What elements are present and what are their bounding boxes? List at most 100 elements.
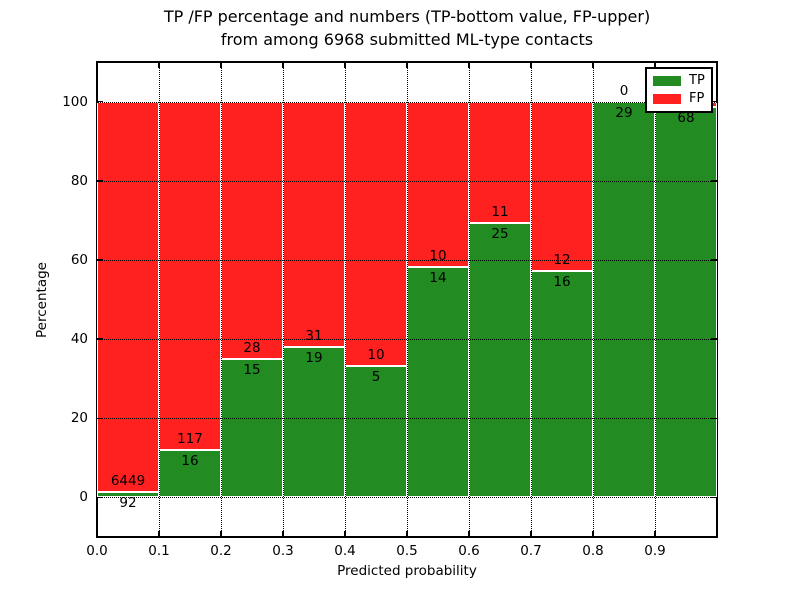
legend-item-tp: TP — [653, 74, 705, 88]
bar-segment-tp-9 — [655, 107, 717, 498]
x-tick-bottom-0.6 — [468, 531, 470, 537]
x-tick-top-0.4 — [344, 62, 346, 68]
x-tick-bottom-0.2 — [220, 531, 222, 537]
x-tick-bottom-0.1 — [158, 531, 160, 537]
legend-label-tp: TP — [689, 73, 705, 88]
x-tick-label-0.3: 0.3 — [272, 543, 294, 559]
bar-segment-tp-4 — [345, 365, 407, 498]
bar-count-label-tp-7: 16 — [553, 274, 571, 291]
y-tick-right-80 — [711, 180, 717, 182]
y-tick-right-100 — [711, 100, 717, 103]
x-tick-top-0.0 — [96, 62, 98, 68]
y-tick-left-40 — [97, 338, 103, 340]
y-tick-left-0 — [97, 496, 103, 499]
x-tick-label-0.8: 0.8 — [582, 543, 604, 559]
y-tick-label-20: 20 — [70, 410, 88, 427]
bar-count-label-tp-6: 25 — [491, 225, 509, 242]
y-tick-left-100 — [97, 100, 103, 103]
bar-count-label-tp-8: 29 — [615, 104, 633, 121]
bar-segment-tp-6 — [469, 222, 531, 498]
x-tick-top-0.6 — [468, 62, 470, 68]
legend: TP FP — [645, 67, 713, 113]
bar-segment-fp-1 — [159, 101, 221, 450]
y-tick-left-80 — [97, 180, 103, 182]
x-tick-bottom-0.7 — [530, 531, 532, 537]
bar-count-label-tp-4: 5 — [371, 368, 381, 385]
gridline-v-0.2 — [221, 62, 222, 537]
y-tick-label-60: 60 — [70, 251, 88, 268]
bar-segment-tp-8 — [593, 101, 655, 498]
bar-count-label-fp-2: 28 — [243, 340, 261, 357]
tp-color-swatch — [653, 76, 681, 86]
bar-segment-tp-7 — [531, 271, 593, 498]
bar-segment-fp-4 — [345, 101, 407, 366]
x-tick-bottom-0.0 — [96, 531, 98, 537]
chart-title-line2: from among 6968 submitted ML-type contac… — [220, 30, 594, 49]
gridline-v-0.6 — [469, 62, 470, 537]
bar-count-label-tp-2: 15 — [243, 362, 261, 379]
x-tick-top-0.9 — [654, 62, 656, 68]
x-axis-label: Predicted probability — [337, 563, 477, 579]
x-tick-label-0.5: 0.5 — [396, 543, 418, 559]
x-tick-label-0.9: 0.9 — [644, 543, 666, 559]
y-tick-left-20 — [97, 417, 103, 419]
x-tick-bottom-0.4 — [344, 531, 346, 537]
bar-segment-fp-7 — [531, 101, 593, 272]
chart-title-line1: TP /FP percentage and numbers (TP-bottom… — [163, 7, 651, 26]
x-tick-label-0.0: 0.0 — [86, 543, 108, 559]
bar-segment-fp-2 — [221, 101, 283, 360]
bar-count-label-tp-3: 19 — [305, 350, 323, 366]
x-tick-bottom-0.8 — [592, 531, 594, 537]
bar-segment-tp-5 — [407, 266, 469, 498]
x-tick-top-0.7 — [530, 62, 532, 68]
y-tick-right-20 — [711, 417, 717, 419]
bar-segment-tp-2 — [221, 359, 283, 498]
bar-segment-fp-0 — [97, 101, 159, 492]
bar-count-label-fp-0: 6449 — [110, 472, 146, 489]
x-tick-top-0.1 — [158, 62, 160, 68]
gridline-v-0.8 — [593, 62, 594, 537]
y-tick-right-40 — [711, 338, 717, 340]
gridline-v-0.5 — [407, 62, 408, 537]
gridline-v-0.4 — [345, 62, 346, 537]
x-tick-top-0.3 — [282, 62, 284, 68]
fp-color-swatch — [653, 94, 681, 104]
gridline-v-0.1 — [159, 62, 160, 537]
x-tick-bottom-0.9 — [654, 531, 656, 537]
bar-count-label-fp-8: 0 — [619, 82, 629, 99]
bar-count-label-tp-9: 68 — [677, 110, 695, 127]
bar-segment-fp-6 — [469, 101, 531, 223]
bar-segment-tp-0 — [97, 491, 159, 498]
gridline-v-0.3 — [283, 62, 284, 537]
x-tick-label-0.4: 0.4 — [334, 543, 356, 559]
bar-segment-tp-3 — [283, 347, 345, 498]
x-tick-top-0.5 — [406, 62, 408, 68]
gridline-v-0.9 — [655, 62, 656, 537]
legend-label-fp: FP — [689, 91, 705, 106]
bar-segment-fp-3 — [283, 101, 345, 347]
bar-count-label-fp-7: 12 — [553, 252, 571, 269]
bar-segment-fp-5 — [407, 101, 469, 267]
gridline-v-0.7 — [531, 62, 532, 537]
x-tick-label-0.1: 0.1 — [148, 543, 170, 559]
x-tick-label-0.6: 0.6 — [458, 543, 480, 559]
x-tick-label-0.7: 0.7 — [520, 543, 542, 559]
bar-count-label-fp-4: 10 — [367, 346, 385, 363]
y-tick-label-80: 80 — [70, 172, 88, 189]
x-tick-label-0.2: 0.2 — [210, 543, 232, 559]
x-tick-bottom-0.5 — [406, 531, 408, 537]
y-tick-label-0: 0 — [79, 489, 88, 506]
bar-count-label-tp-5: 14 — [429, 269, 447, 286]
x-tick-top-0.8 — [592, 62, 594, 68]
bar-count-label-tp-1: 16 — [181, 452, 199, 469]
y-tick-label-40: 40 — [70, 331, 88, 348]
x-tick-bottom-0.3 — [282, 531, 284, 537]
plot-area: 6449 92 117 16 28 15 31 19 10 5 10 14 11 25 12 16 0 29 68 — [96, 61, 718, 538]
bar-count-label-fp-3: 31 — [305, 328, 323, 344]
bar-count-label-fp-1: 117 — [177, 430, 203, 447]
y-tick-right-60 — [711, 259, 717, 261]
bar-count-label-fp-6: 11 — [491, 203, 509, 220]
y-tick-label-100: 100 — [62, 93, 88, 110]
bar-count-label-tp-0: 92 — [119, 494, 137, 511]
